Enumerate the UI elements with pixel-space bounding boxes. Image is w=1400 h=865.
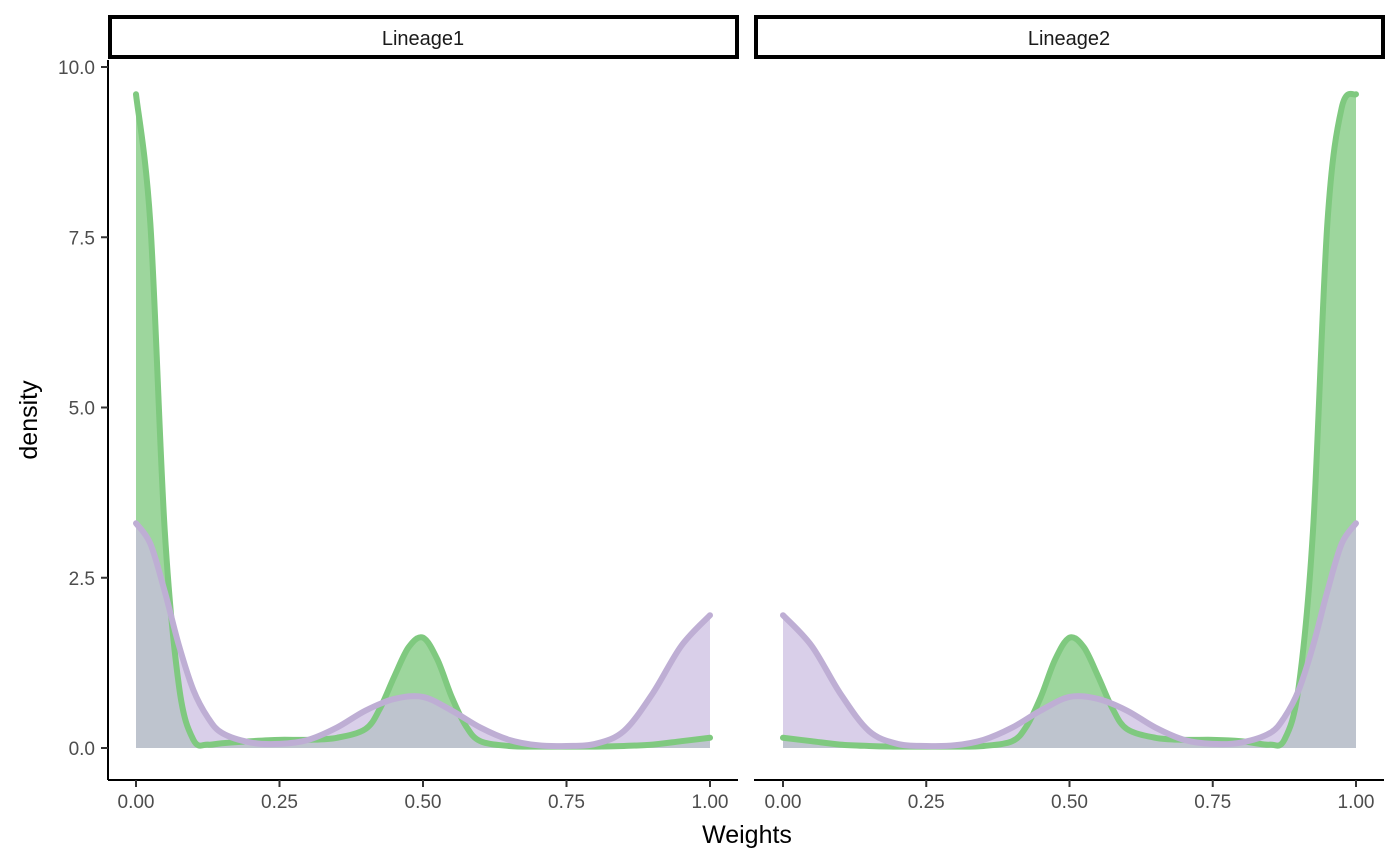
x-tick-label: 0.25 <box>261 792 298 813</box>
x-tick-label: 0.50 <box>405 792 442 813</box>
y-tick-label: 5.0 <box>69 399 95 420</box>
y-tick-label: 0.0 <box>69 739 95 760</box>
density-lines-lineage1 <box>133 91 713 750</box>
strip-lineage2 <box>754 15 1385 59</box>
density-purple-area <box>783 523 1356 748</box>
x-axis-title: Weights <box>702 821 792 849</box>
y-axis-ticks: 0.0 2.5 5.0 7.5 10.0 <box>58 58 108 760</box>
x-axis-ticks-lineage1: 0.00 0.25 0.50 0.75 1.00 <box>118 780 729 813</box>
x-axis-ticks-lineage2: 0.00 0.25 0.50 0.75 1.00 <box>765 780 1375 813</box>
density-areas-lineage2 <box>783 93 1356 748</box>
y-axis-title: density <box>15 380 43 460</box>
strip-lineage1 <box>108 15 739 59</box>
x-tick-label: 0.75 <box>548 792 585 813</box>
x-tick-label: 0.00 <box>118 792 155 813</box>
x-tick-label: 0.25 <box>908 792 945 813</box>
density-lines-lineage2 <box>780 90 1359 750</box>
strip-label-lineage1: Lineage1 <box>382 28 464 50</box>
x-tick-label: 1.00 <box>692 792 729 813</box>
x-tick-label: 0.50 <box>1051 792 1088 813</box>
panel-lineage2: Lineage2 0.00 0.25 0.50 0.75 1.00 <box>754 15 1385 813</box>
y-tick-label: 2.5 <box>69 569 95 590</box>
y-tick-label: 10.0 <box>58 58 95 79</box>
x-tick-label: 0.00 <box>765 792 802 813</box>
y-tick-label: 7.5 <box>69 228 95 249</box>
density-green-area <box>136 94 710 749</box>
x-tick-label: 0.75 <box>1194 792 1231 813</box>
density-purple-line <box>780 520 1359 750</box>
strip-label-lineage2: Lineage2 <box>1028 28 1110 50</box>
x-tick-label: 1.00 <box>1338 792 1375 813</box>
density-purple-line <box>133 520 713 750</box>
density-green-area <box>783 93 1356 748</box>
density-purple-area <box>136 523 710 748</box>
density-areas-lineage1 <box>136 94 710 749</box>
panel-lineage1: Lineage1 0.02.55.07.510.0 0.00 0.25 0.50 0.… <box>58 15 739 813</box>
